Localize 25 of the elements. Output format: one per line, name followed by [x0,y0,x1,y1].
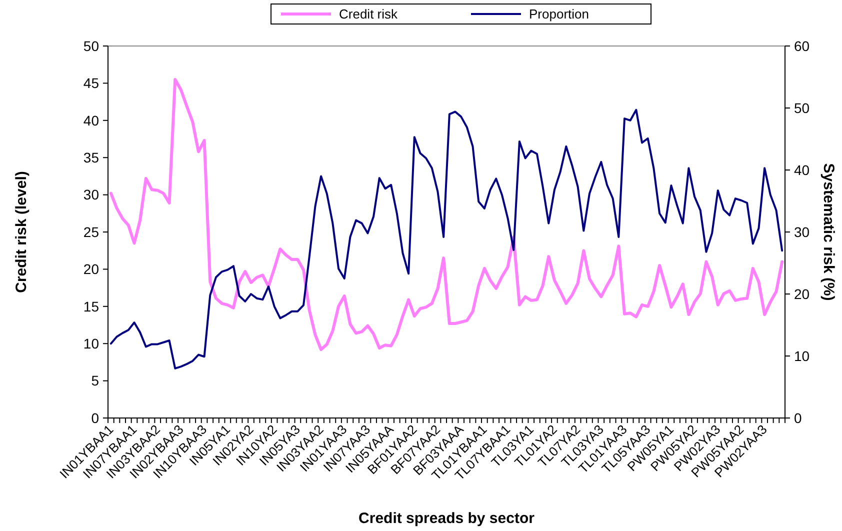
y-tick-label: 40 [83,112,100,128]
legend-label: Proportion [529,6,589,22]
y-tick-label: 10 [83,336,100,352]
y2-tick-label: 50 [794,100,810,116]
y2-axis-title: Systematic risk (%) [820,163,837,301]
y2-tick-label: 20 [794,286,810,302]
y-tick-label: 5 [91,372,100,389]
line-series [109,78,784,352]
y-tick-label: 30 [83,186,100,203]
y2-tick-label: 60 [794,38,810,54]
y-tick-label: 45 [83,75,100,92]
y2-tick-label: 30 [794,224,810,240]
y2-tick-label: 10 [794,348,810,364]
y2-tick-label: 0 [794,410,802,426]
y-tick-label: 35 [83,150,100,166]
legend-label: Credit risk [339,6,398,22]
line-series [110,108,784,370]
y-tick-label: 0 [91,410,100,426]
y-tick-label: 15 [83,298,100,314]
y-tick-label: 20 [83,261,100,278]
y-tick-label: 25 [83,224,100,240]
y-axis-title: Credit risk (level) [13,171,30,293]
y2-tick-label: 40 [794,162,810,178]
x-axis-title: Credit spreads by sector [358,510,535,527]
y-tick-label: 50 [83,38,100,54]
